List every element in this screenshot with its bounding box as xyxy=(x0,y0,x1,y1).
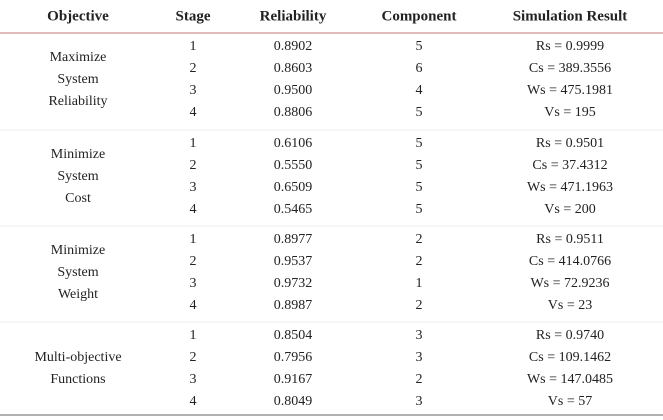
cell: Cs = 414.0766 xyxy=(529,254,611,269)
cell: 6 xyxy=(416,61,423,76)
cell: Vs = 23 xyxy=(548,298,592,313)
column-header: Component xyxy=(381,8,456,24)
cell: Vs = 57 xyxy=(548,394,592,409)
cell: 1 xyxy=(190,39,197,54)
objective-label: Multi-objective xyxy=(34,350,121,365)
cell: 2 xyxy=(416,254,423,269)
cell: Cs = 37.4312 xyxy=(532,158,607,173)
cell: 0.9732 xyxy=(274,276,313,291)
objective-label: System xyxy=(57,72,98,87)
cell: 2 xyxy=(190,254,197,269)
cell: 0.8987 xyxy=(274,298,313,313)
column-header: Reliability xyxy=(260,8,327,24)
cell: 0.8504 xyxy=(274,328,313,343)
cell: 4 xyxy=(190,298,197,313)
cell: 1 xyxy=(190,328,197,343)
cell: Rs = 0.9511 xyxy=(536,232,604,247)
cell: 0.6106 xyxy=(274,136,313,151)
cell: 3 xyxy=(416,394,423,409)
cell: Rs = 0.9999 xyxy=(536,39,604,54)
cell: 0.5550 xyxy=(274,158,313,173)
cell: Ws = 72.9236 xyxy=(530,276,609,291)
objective-label: Minimize xyxy=(51,147,105,162)
cell: Vs = 195 xyxy=(544,105,595,120)
cell: 3 xyxy=(190,276,197,291)
cell: 0.5465 xyxy=(274,202,313,217)
cell: 5 xyxy=(416,39,423,54)
cell: 1 xyxy=(190,232,197,247)
objective-label: Minimize xyxy=(51,243,105,258)
objective-label: Maximize xyxy=(50,50,107,65)
cell: Rs = 0.9740 xyxy=(536,328,604,343)
cell: Ws = 475.1981 xyxy=(527,83,613,98)
cell: 1 xyxy=(416,276,423,291)
cell: 5 xyxy=(416,105,423,120)
cell: 2 xyxy=(190,158,197,173)
column-header: Simulation Result xyxy=(513,8,628,24)
cell: 5 xyxy=(416,202,423,217)
cell: Rs = 0.9501 xyxy=(536,136,604,151)
cell: 0.9500 xyxy=(274,83,313,98)
objective-label: System xyxy=(57,265,98,280)
column-header: Stage xyxy=(176,8,211,24)
cell: 4 xyxy=(190,202,197,217)
column-header: Objective xyxy=(47,8,109,24)
cell: 2 xyxy=(416,372,423,387)
cell: 4 xyxy=(416,83,423,98)
cell: 5 xyxy=(416,180,423,195)
objective-label: Cost xyxy=(65,191,91,206)
cell: 5 xyxy=(416,158,423,173)
cell: Ws = 147.0485 xyxy=(527,372,613,387)
cell: 0.6509 xyxy=(274,180,313,195)
cell: 2 xyxy=(190,350,197,365)
cell: Vs = 200 xyxy=(544,202,595,217)
cell: Cs = 109.1462 xyxy=(529,350,611,365)
cell: 3 xyxy=(416,328,423,343)
cell: 0.9167 xyxy=(274,372,313,387)
objective-label: Functions xyxy=(50,372,105,387)
cell: 1 xyxy=(190,136,197,151)
cell: 0.8902 xyxy=(274,39,313,54)
cell: 0.8603 xyxy=(274,61,313,76)
cell: 2 xyxy=(416,232,423,247)
cell: 3 xyxy=(416,350,423,365)
objective-label: Reliability xyxy=(48,94,107,109)
cell: 0.8806 xyxy=(274,105,313,120)
cell: 5 xyxy=(416,136,423,151)
cell: Ws = 471.1963 xyxy=(527,180,613,195)
cell: 3 xyxy=(190,372,197,387)
objective-label: Weight xyxy=(58,287,98,302)
cell: 3 xyxy=(190,180,197,195)
cell: 0.8977 xyxy=(274,232,313,247)
cell: 2 xyxy=(190,61,197,76)
cell: Cs = 389.3556 xyxy=(529,61,611,76)
cell: 4 xyxy=(190,394,197,409)
cell: 0.7956 xyxy=(274,350,313,365)
cell: 0.9537 xyxy=(274,254,313,269)
cell: 0.8049 xyxy=(274,394,313,409)
objective-label: System xyxy=(57,169,98,184)
cell: 2 xyxy=(416,298,423,313)
cell: 3 xyxy=(190,83,197,98)
cell: 4 xyxy=(190,105,197,120)
